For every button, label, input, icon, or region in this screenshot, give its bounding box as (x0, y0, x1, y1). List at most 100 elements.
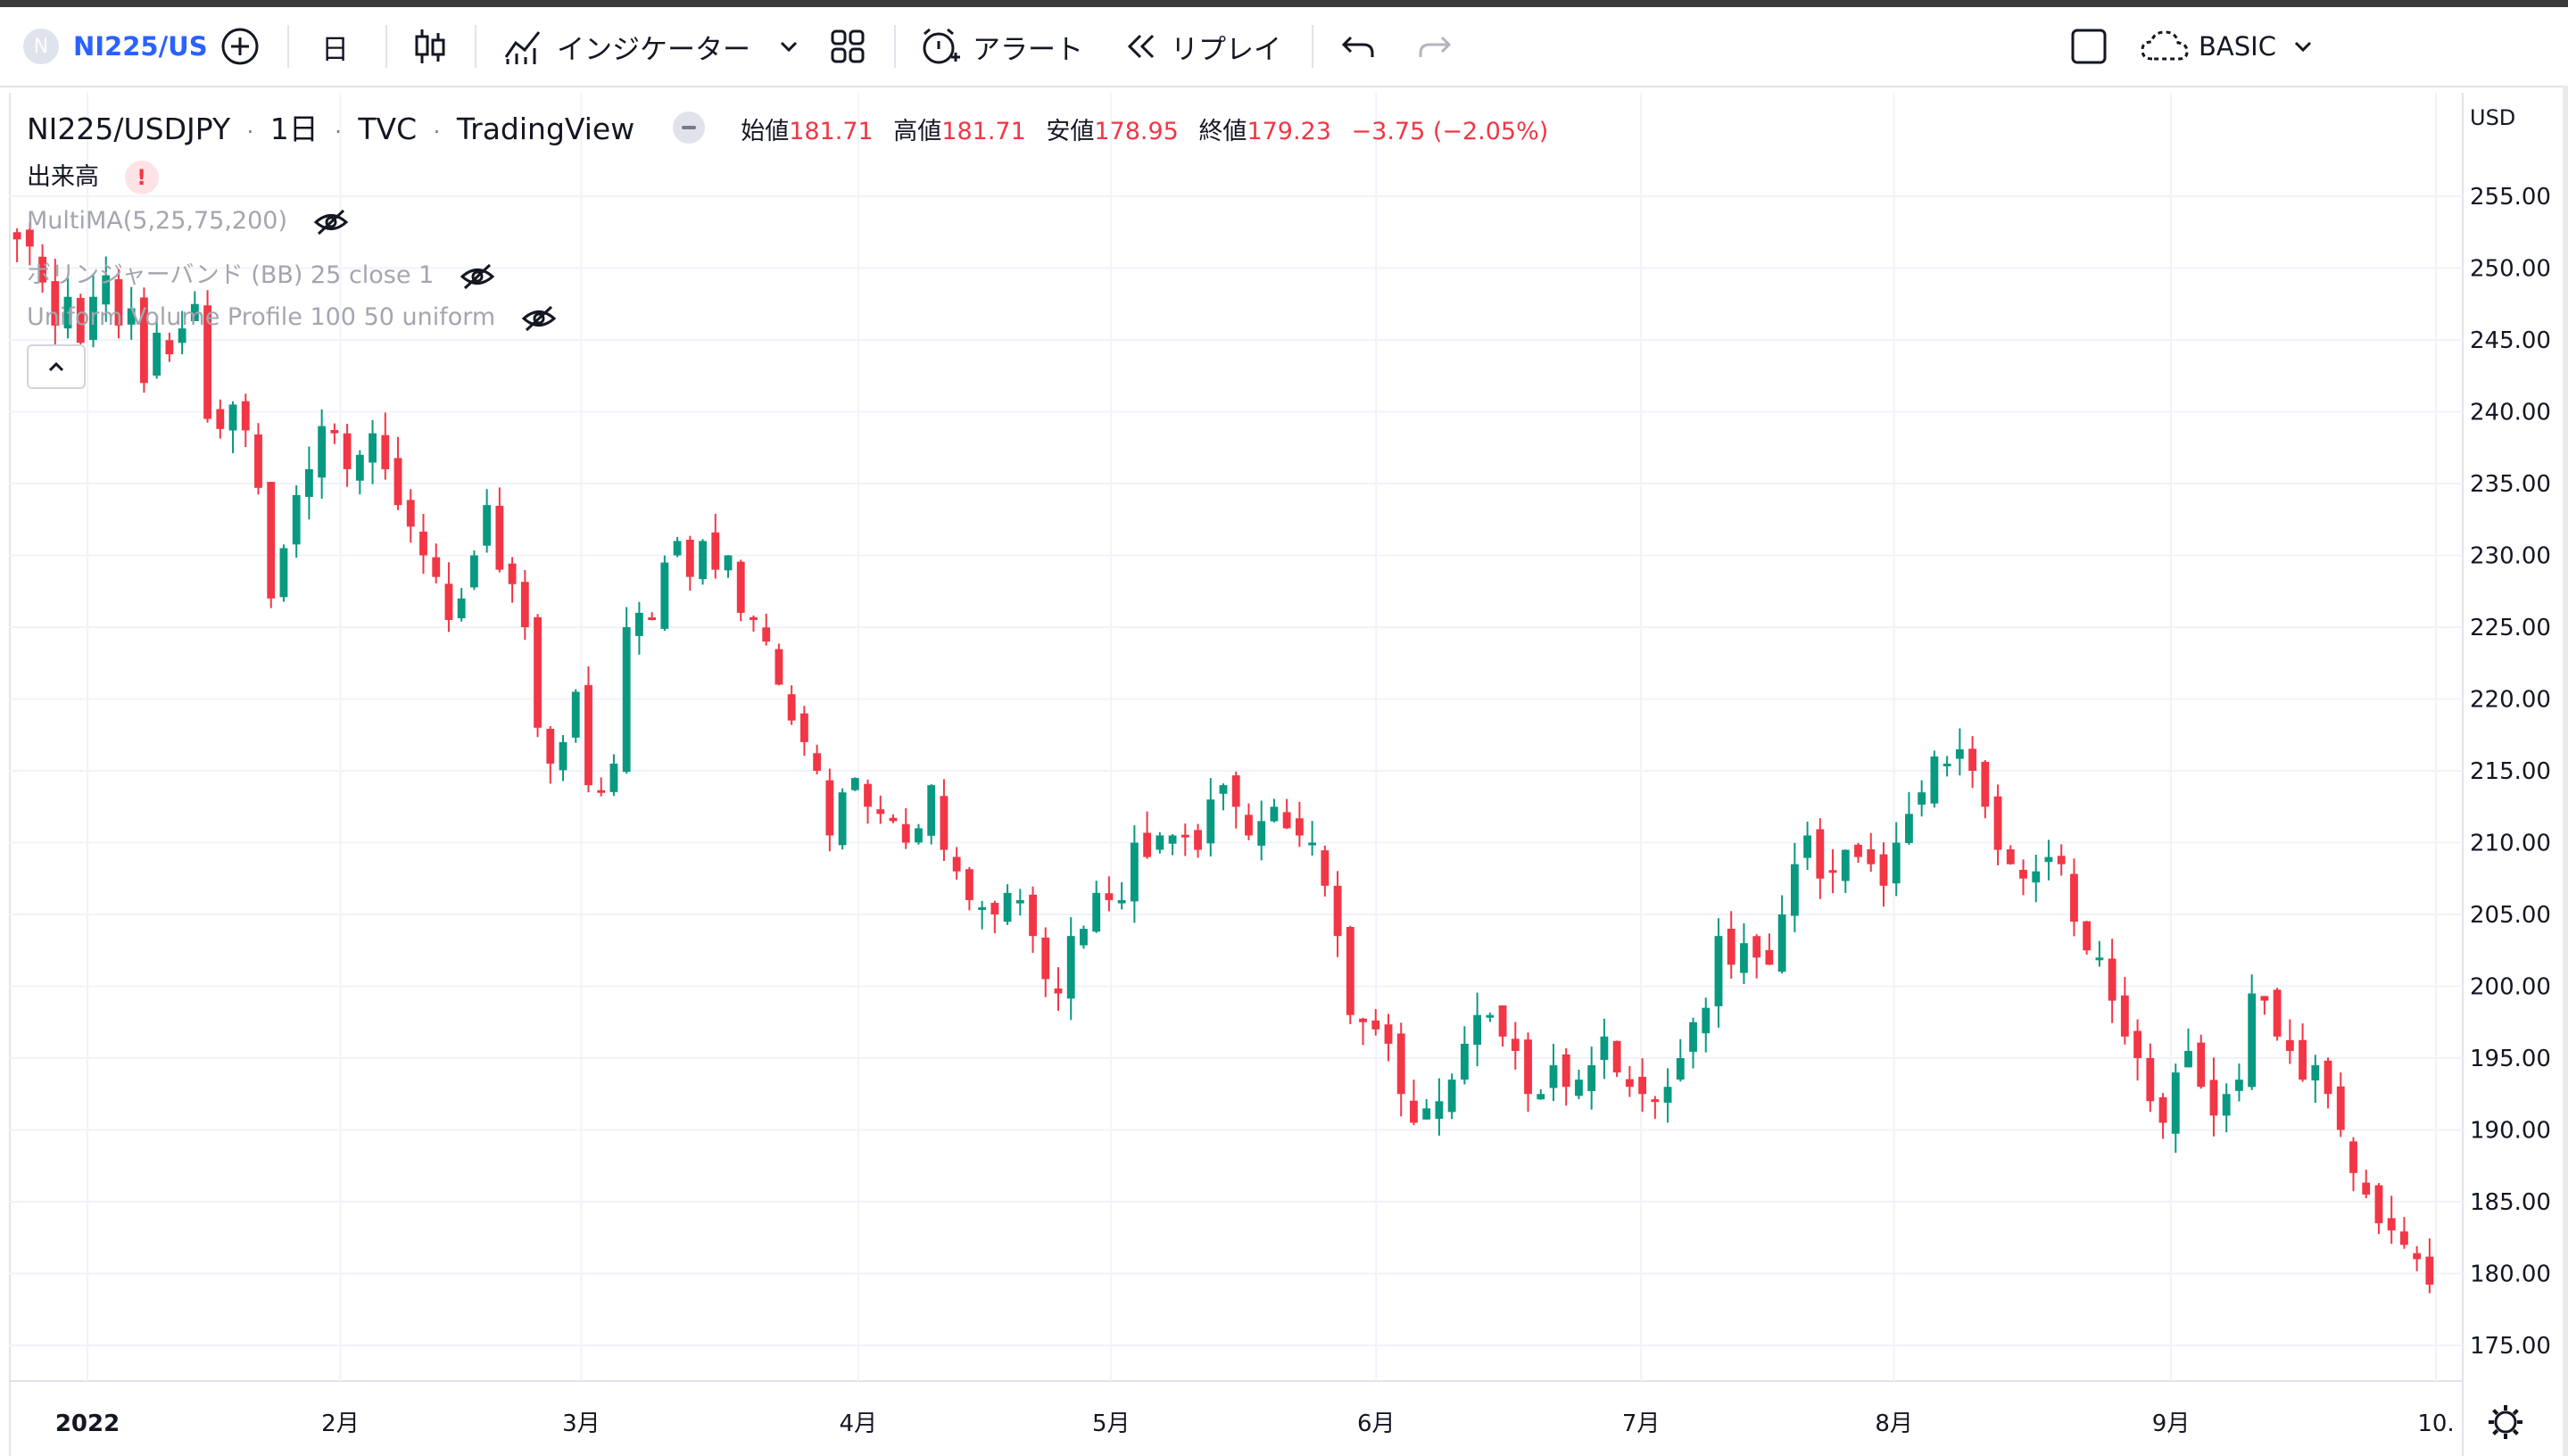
alert-label: アラート (973, 33, 1083, 66)
candle (1600, 1018, 1609, 1080)
indicator-templates-dropdown[interactable] (778, 14, 799, 79)
candle (381, 412, 390, 480)
candle (63, 277, 72, 339)
candle (1346, 925, 1354, 1025)
legend-symbol[interactable]: NI225/USDJPY (27, 112, 231, 146)
warning-icon[interactable]: ! (124, 161, 159, 194)
eye-hidden-icon[interactable] (313, 209, 349, 236)
candle (622, 607, 631, 774)
interval-button[interactable]: 日 (321, 14, 349, 79)
layout-save-button[interactable]: BASIC (2140, 14, 2314, 79)
chart-type-button[interactable] (412, 14, 448, 79)
candle (2413, 1245, 2422, 1271)
collapse-legend-button[interactable] (27, 344, 86, 389)
candle (775, 643, 783, 686)
indicators-button[interactable]: インジケーター (503, 14, 750, 79)
indicator-bollinger[interactable]: ボリンジャーバンド (BB) 25 close 1 (27, 255, 495, 290)
chart-settings-gear-icon[interactable] (2489, 1405, 2522, 1439)
candle (1257, 800, 1266, 861)
replay-label: リプレイ (1171, 33, 1281, 66)
candle (1854, 842, 1862, 864)
price-axis[interactable]: USD 255.00 250.00 245.00 240.00 235.00 230.00 2… (2470, 105, 2551, 1360)
candle (901, 807, 910, 849)
candle (140, 287, 148, 393)
candle (1587, 1046, 1596, 1110)
candle (1219, 783, 1228, 811)
candle (1447, 1073, 1456, 1120)
chart-pane[interactable] (9, 93, 2561, 1456)
candle (1003, 884, 1012, 925)
candle (393, 436, 402, 510)
candle (2425, 1238, 2434, 1294)
candle (838, 788, 847, 850)
right-panel-edge (2563, 86, 2568, 1456)
candle (1511, 1022, 1520, 1070)
fullscreen-button[interactable] (2070, 14, 2108, 79)
candle (584, 666, 592, 793)
candle (203, 290, 211, 423)
candle (2032, 855, 2041, 903)
price-tick-label: 190.00 (2470, 1118, 2551, 1145)
candle (216, 399, 225, 439)
candle (292, 485, 301, 558)
candle (1549, 1043, 1558, 1102)
candle (1054, 967, 1063, 1011)
square-icon (2071, 29, 2107, 64)
candle (2311, 1055, 2320, 1104)
time-axis[interactable]: 2022 2月 3月 4月 5月 6月 7月 8月 9月 10. (55, 1405, 2522, 1439)
candle (915, 823, 923, 845)
candle (190, 291, 199, 321)
candle (1651, 1096, 1660, 1120)
candle (279, 544, 288, 602)
candle (1333, 871, 1342, 957)
candle (330, 423, 339, 444)
candle (1486, 1012, 1495, 1022)
redo-icon (1419, 36, 1452, 57)
candle (1930, 750, 1939, 808)
price-tick-label: 245.00 (2470, 327, 2551, 354)
market-status-icon[interactable] (672, 111, 705, 144)
time-tick-label: 3月 (562, 1410, 601, 1437)
candle (1384, 1013, 1393, 1062)
candle (2095, 940, 2104, 967)
price-tick-label: 205.00 (2470, 902, 2551, 929)
candle (762, 613, 771, 646)
low-value: 178.95 (1094, 118, 1179, 145)
legend-separator: · (433, 120, 441, 145)
candle (1828, 848, 1837, 894)
candle (850, 777, 859, 791)
alert-button[interactable]: アラート (919, 14, 1083, 79)
indicator-volume-profile[interactable]: Uniform Volume Profile 100 50 uniform (27, 303, 557, 332)
layouts-grid-button[interactable] (830, 14, 866, 79)
price-tick-label: 195.00 (2470, 1046, 2551, 1072)
eye-hidden-icon[interactable] (460, 263, 495, 290)
indicator-multima[interactable]: MultiMA(5,25,75,200) (27, 207, 349, 236)
replay-button[interactable]: リプレイ (1124, 14, 1281, 79)
symbol-search[interactable]: N NI225/US (23, 14, 208, 79)
window-top-border (0, 0, 2568, 7)
toolbar-divider (894, 25, 896, 68)
candle (1955, 728, 1964, 776)
candle (711, 513, 720, 579)
eye-hidden-icon[interactable] (521, 305, 557, 332)
undo-button[interactable] (1340, 14, 1376, 79)
redo-button[interactable] (1417, 14, 1453, 79)
open-label: 始値 (741, 118, 790, 145)
compare-symbol-button[interactable] (220, 14, 261, 79)
candle (1231, 771, 1240, 829)
candle (2070, 858, 2078, 937)
candle (1714, 918, 1723, 1028)
candle (495, 487, 504, 573)
candle (1740, 922, 1748, 984)
bb-label: ボリンジャーバンド (BB) 25 close 1 (27, 261, 435, 289)
toolbar-divider (287, 25, 289, 68)
close-label: 終値 (1198, 118, 1247, 145)
candle (2083, 921, 2092, 955)
candle (1105, 876, 1114, 912)
indicator-volume[interactable]: 出来高 ! (27, 157, 159, 194)
candle (2209, 1057, 2218, 1137)
top-toolbar: N NI225/US 日 インジケーター (0, 7, 2568, 87)
candle (2285, 1019, 2294, 1064)
price-tick-label: 225.00 (2470, 615, 2551, 641)
